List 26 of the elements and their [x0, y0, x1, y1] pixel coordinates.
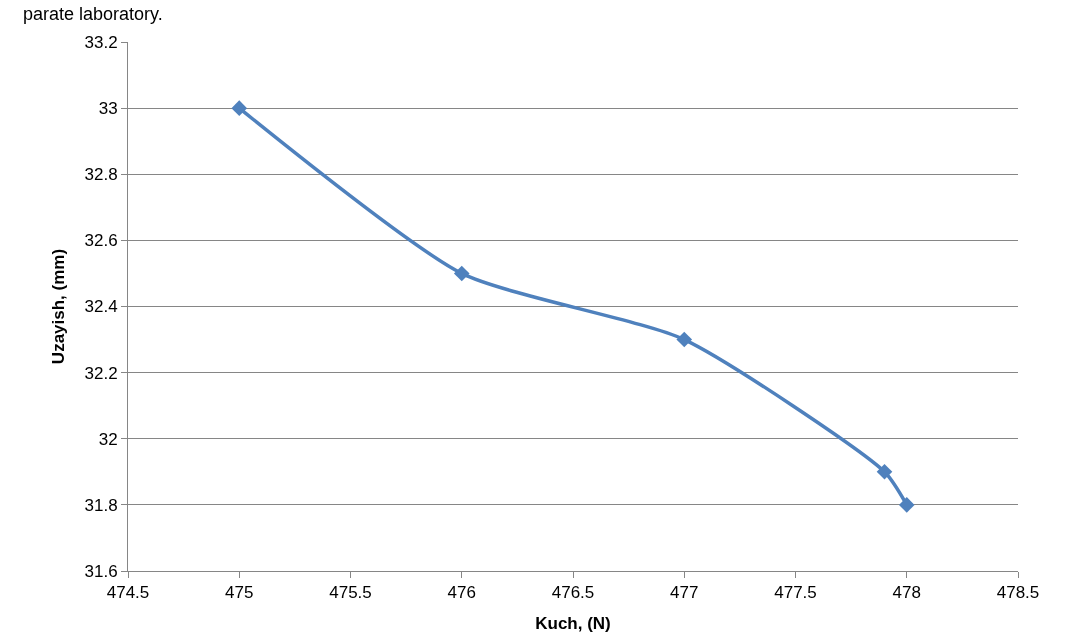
x-tick-label: 476 [447, 583, 476, 603]
point [676, 331, 693, 348]
point [876, 464, 893, 480]
y-tick-label: 32.2 [84, 363, 118, 383]
point [231, 100, 248, 116]
x-tick-label: 478 [892, 583, 921, 603]
y-tick-label: 32.4 [84, 297, 118, 317]
x-tick-label: 477.5 [774, 583, 817, 603]
x-tick-label: 474.5 [106, 583, 150, 603]
y-tick-label: 33.2 [84, 32, 118, 52]
y-tick-label: 32.6 [84, 231, 118, 251]
x-tick-label: 478.5 [996, 583, 1040, 603]
x-tick-label: 477 [670, 583, 699, 603]
point [898, 497, 915, 513]
x-tick-label: 475 [225, 583, 254, 603]
y-axis-title: Uzayish, (mm) [49, 248, 69, 365]
point [453, 265, 470, 282]
y-tick-label: 32 [98, 429, 118, 449]
y-tick-label: 32.8 [84, 165, 118, 185]
y-tick-label: 31.8 [84, 495, 118, 515]
y-tick-label: 33 [98, 99, 118, 119]
x-tick-label: 476.5 [551, 583, 595, 603]
x-axis-title: Kuch, (N) [535, 613, 611, 633]
x-tick-label: 475.5 [329, 583, 372, 603]
text: parate laboratory. [23, 4, 163, 24]
y-tick-label: 31.6 [84, 561, 118, 581]
